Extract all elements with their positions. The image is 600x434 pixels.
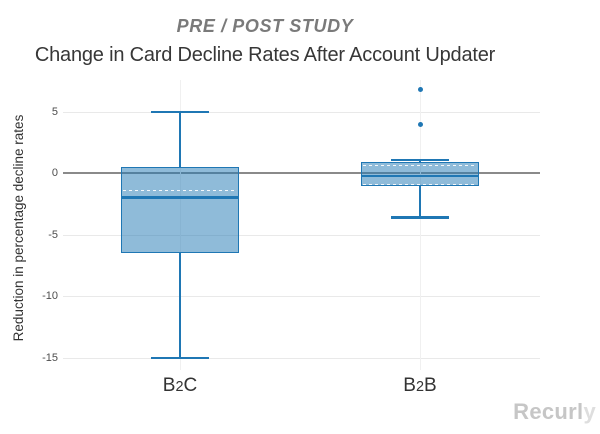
gridline-y-5 [63, 111, 540, 113]
b2b-lower-whisker [418, 186, 422, 218]
gridline-y--15 [63, 357, 540, 359]
b2c-mean-dash-line-0 [123, 190, 237, 192]
b2b-median-line [361, 174, 479, 178]
y-tick-label--15: -15 [42, 351, 58, 364]
x-tick-label-b2c: B2C [162, 375, 198, 396]
x-tick-label-b2b: B2B [403, 375, 437, 396]
zero-line [63, 172, 540, 175]
b2c-upper-whisker [178, 111, 182, 167]
y-tick-label--10: -10 [42, 290, 58, 303]
b2b-box [361, 162, 479, 187]
b2c-upper-whisker-cap [151, 110, 209, 114]
gridline-y--5 [63, 234, 540, 236]
b2b-lower-whisker-cap [391, 216, 449, 219]
vertical-gridline-b2b [420, 80, 421, 370]
study-kicker: PRE / POST STUDY [176, 16, 354, 36]
y-tick-label--5: -5 [48, 228, 58, 241]
b2b-outlier-dot-0 [417, 87, 423, 93]
gridline-y--10 [63, 296, 540, 298]
b2c-box [121, 166, 239, 254]
plot-area [63, 80, 540, 370]
b2b-upper-whisker-cap [391, 158, 449, 162]
b2b-mean-dash-line-0 [363, 165, 477, 167]
y-tick-label-0: 0 [51, 167, 58, 180]
recurly-watermark: Recurly [513, 399, 596, 424]
b2c-median-line [121, 196, 239, 199]
b2b-mean-dash-line-1 [363, 183, 477, 185]
chart-title: Change in Card Decline Rates After Accou… [34, 44, 496, 66]
b2c-lower-whisker [178, 253, 182, 358]
b2b-outlier-dot-1 [417, 121, 423, 127]
b2c-lower-whisker-cap [151, 356, 209, 360]
y-tick-label-5: 5 [51, 105, 58, 118]
